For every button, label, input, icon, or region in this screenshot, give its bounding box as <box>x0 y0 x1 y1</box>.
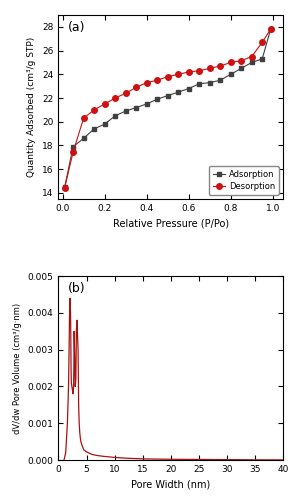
Desorption <box>218 63 222 69</box>
Adsorption <box>166 92 169 98</box>
Adsorption <box>82 136 85 141</box>
Y-axis label: dV/dw Pore Volume (cm³/g·nm): dV/dw Pore Volume (cm³/g·nm) <box>13 302 22 434</box>
Desorption <box>250 54 253 60</box>
Desorption <box>113 95 117 101</box>
Adsorption <box>176 89 180 95</box>
Desorption <box>134 84 138 90</box>
Desorption <box>229 60 232 66</box>
Desorption <box>71 149 75 155</box>
Adsorption <box>124 108 127 114</box>
Adsorption <box>229 72 232 78</box>
X-axis label: Pore Width (nm): Pore Width (nm) <box>131 480 211 490</box>
Legend: Adsorption, Desorption: Adsorption, Desorption <box>209 166 279 194</box>
Desorption <box>103 101 106 107</box>
Desorption <box>92 107 96 113</box>
Adsorption <box>113 113 117 119</box>
Line: Adsorption: Adsorption <box>62 27 273 190</box>
Adsorption <box>208 80 211 86</box>
Y-axis label: Quantity Adsorbed (cm³/g STP): Quantity Adsorbed (cm³/g STP) <box>27 37 36 177</box>
Desorption <box>269 26 272 32</box>
Adsorption <box>269 26 272 32</box>
Adsorption <box>239 66 243 71</box>
Adsorption <box>145 101 148 107</box>
Adsorption <box>63 184 67 190</box>
Desorption <box>145 80 148 86</box>
Desorption <box>208 66 211 71</box>
Adsorption <box>218 77 222 83</box>
Adsorption <box>92 126 96 132</box>
Text: (a): (a) <box>67 20 85 34</box>
Desorption <box>239 58 243 64</box>
Desorption <box>260 40 264 46</box>
Desorption <box>187 69 190 75</box>
Adsorption <box>134 104 138 110</box>
Desorption <box>124 90 127 96</box>
Adsorption <box>250 60 253 66</box>
Desorption <box>155 77 159 83</box>
Desorption <box>166 74 169 80</box>
Desorption <box>63 184 67 190</box>
Line: Desorption: Desorption <box>62 26 273 190</box>
Desorption <box>82 115 85 121</box>
X-axis label: Relative Pressure (P/Po): Relative Pressure (P/Po) <box>113 218 229 228</box>
Desorption <box>176 72 180 78</box>
Adsorption <box>260 56 264 62</box>
Adsorption <box>103 121 106 127</box>
Desorption <box>197 68 201 74</box>
Adsorption <box>197 81 201 87</box>
Adsorption <box>187 86 190 91</box>
Text: (b): (b) <box>67 282 85 294</box>
Adsorption <box>71 144 75 150</box>
Adsorption <box>155 96 159 102</box>
